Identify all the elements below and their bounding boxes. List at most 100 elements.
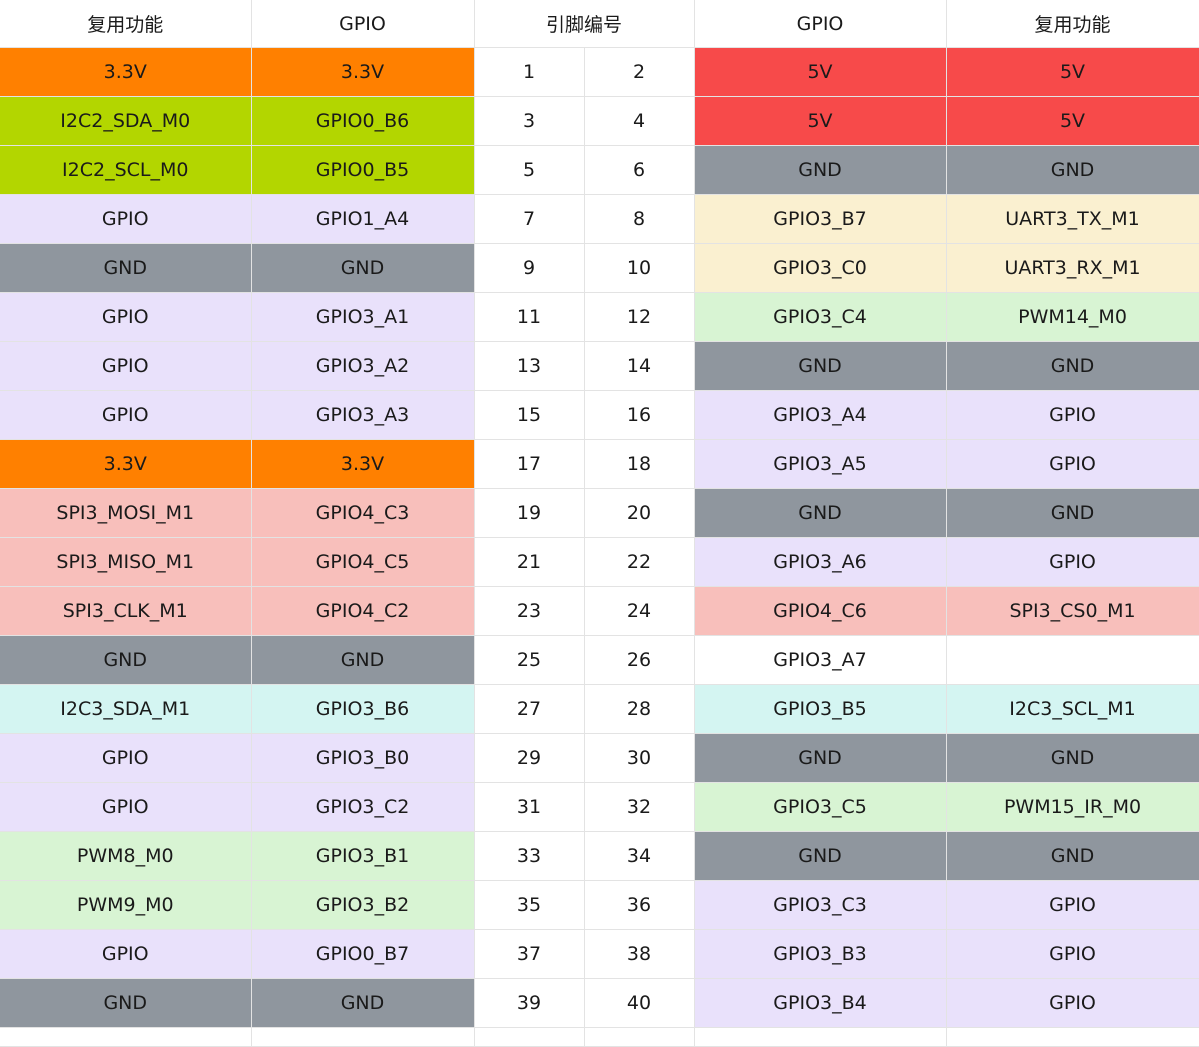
right-function-cell: GPIO — [946, 537, 1199, 587]
pin-even-cell: 24 — [584, 586, 695, 636]
right-gpio-cell: GND — [694, 488, 947, 538]
pin-row: SPI3_CLK_M1 GPIO4_C2 23 24 GPIO4_C6 SPI3_CS0_… — [0, 586, 1199, 636]
left-function-cell: GND — [0, 243, 252, 293]
left-function-cell: GPIO — [0, 782, 252, 832]
left-function-cell: SPI3_MOSI_M1 — [0, 488, 252, 538]
left-function-cell: GPIO — [0, 292, 252, 342]
right-function-cell: GPIO — [946, 929, 1199, 979]
pin-odd-cell: 7 — [474, 194, 585, 244]
left-gpio-cell: GPIO0_B5 — [251, 145, 475, 195]
pin-odd-cell: 1 — [474, 47, 585, 97]
right-function-cell: 5V — [946, 96, 1199, 146]
right-function-cell: I2C3_SCL_M1 — [946, 684, 1199, 734]
right-function-cell: GPIO — [946, 439, 1199, 489]
empty-cell — [474, 1027, 585, 1047]
left-function-cell: I2C2_SDA_M0 — [0, 96, 252, 146]
pin-row: I2C3_SDA_M1 GPIO3_B6 27 28 GPIO3_B5 I2C3_SCL_… — [0, 684, 1199, 734]
left-gpio-cell: GPIO3_B0 — [251, 733, 475, 783]
pin-even-cell: 14 — [584, 341, 695, 391]
right-gpio-cell: GPIO3_B7 — [694, 194, 947, 244]
header-right-function: 复用功能 — [946, 0, 1199, 48]
header-pin-number: 引脚编号 — [474, 0, 695, 48]
left-function-cell: PWM8_M0 — [0, 831, 252, 881]
pin-even-cell: 20 — [584, 488, 695, 538]
pin-odd-cell: 27 — [474, 684, 585, 734]
right-function-cell: 5V — [946, 47, 1199, 97]
pin-odd-cell: 21 — [474, 537, 585, 587]
right-gpio-cell: GPIO3_A5 — [694, 439, 947, 489]
right-gpio-cell: 5V — [694, 47, 947, 97]
right-function-cell: UART3_TX_M1 — [946, 194, 1199, 244]
pin-odd-cell: 23 — [474, 586, 585, 636]
left-gpio-cell: GPIO0_B7 — [251, 929, 475, 979]
pin-row: PWM8_M0 GPIO3_B1 33 34 GND GND — [0, 831, 1199, 881]
right-gpio-cell: GPIO3_B3 — [694, 929, 947, 979]
pin-even-cell: 18 — [584, 439, 695, 489]
right-gpio-cell: GPIO3_C5 — [694, 782, 947, 832]
pin-even-cell: 30 — [584, 733, 695, 783]
left-gpio-cell: GPIO3_B2 — [251, 880, 475, 930]
left-function-cell: PWM9_M0 — [0, 880, 252, 930]
right-gpio-cell: GND — [694, 831, 947, 881]
left-gpio-cell: 3.3V — [251, 439, 475, 489]
header-left-gpio: GPIO — [251, 0, 475, 48]
pin-odd-cell: 29 — [474, 733, 585, 783]
right-gpio-cell: GPIO4_C6 — [694, 586, 947, 636]
pin-even-cell: 22 — [584, 537, 695, 587]
pin-row: I2C2_SDA_M0 GPIO0_B6 3 4 5V 5V — [0, 96, 1199, 146]
header-row: 复用功能 GPIO 引脚编号 GPIO 复用功能 — [0, 0, 1199, 48]
left-function-cell: GPIO — [0, 733, 252, 783]
empty-cell — [946, 1027, 1199, 1047]
right-function-cell: GND — [946, 733, 1199, 783]
pin-even-cell: 36 — [584, 880, 695, 930]
pin-row: 3.3V 3.3V 1 2 5V 5V — [0, 47, 1199, 97]
right-function-cell: GND — [946, 341, 1199, 391]
pin-row: GPIO GPIO3_A2 13 14 GND GND — [0, 341, 1199, 391]
left-gpio-cell: GPIO3_B1 — [251, 831, 475, 881]
left-gpio-cell: GPIO0_B6 — [251, 96, 475, 146]
pin-row: GPIO GPIO1_A4 7 8 GPIO3_B7 UART3_TX_M1 — [0, 194, 1199, 244]
pin-row: GPIO GPIO3_C2 31 32 GPIO3_C5 PWM15_IR_M0 — [0, 782, 1199, 832]
left-function-cell: GND — [0, 635, 252, 685]
pin-odd-cell: 25 — [474, 635, 585, 685]
pin-row: GND GND 39 40 GPIO3_B4 GPIO — [0, 978, 1199, 1028]
right-function-cell: PWM14_M0 — [946, 292, 1199, 342]
left-gpio-cell: GPIO3_A1 — [251, 292, 475, 342]
pin-odd-cell: 11 — [474, 292, 585, 342]
right-function-cell: GPIO — [946, 390, 1199, 440]
pin-row: SPI3_MOSI_M1 GPIO4_C3 19 20 GND GND — [0, 488, 1199, 538]
pin-odd-cell: 19 — [474, 488, 585, 538]
empty-cell — [0, 1027, 252, 1047]
pin-even-cell: 16 — [584, 390, 695, 440]
pin-even-cell: 10 — [584, 243, 695, 293]
pin-row: 3.3V 3.3V 17 18 GPIO3_A5 GPIO — [0, 439, 1199, 489]
pin-odd-cell: 33 — [474, 831, 585, 881]
pin-row: GPIO GPIO0_B7 37 38 GPIO3_B3 GPIO — [0, 929, 1199, 979]
pin-row: GND GND 9 10 GPIO3_C0 UART3_RX_M1 — [0, 243, 1199, 293]
pin-odd-cell: 31 — [474, 782, 585, 832]
empty-row — [0, 1027, 1199, 1047]
left-function-cell: SPI3_CLK_M1 — [0, 586, 252, 636]
header-left-function: 复用功能 — [0, 0, 252, 48]
right-gpio-cell: GPIO3_B5 — [694, 684, 947, 734]
pin-odd-cell: 13 — [474, 341, 585, 391]
pin-even-cell: 2 — [584, 47, 695, 97]
pin-row: GPIO GPIO3_A3 15 16 GPIO3_A4 GPIO — [0, 390, 1199, 440]
left-gpio-cell: GPIO3_B6 — [251, 684, 475, 734]
pin-odd-cell: 15 — [474, 390, 585, 440]
right-gpio-cell: GPIO3_C0 — [694, 243, 947, 293]
left-function-cell: 3.3V — [0, 47, 252, 97]
pin-even-cell: 4 — [584, 96, 695, 146]
right-function-cell: GND — [946, 831, 1199, 881]
left-gpio-cell: GND — [251, 243, 475, 293]
right-gpio-cell: GND — [694, 341, 947, 391]
right-gpio-cell: GPIO3_A7 — [694, 635, 947, 685]
left-gpio-cell: GPIO4_C3 — [251, 488, 475, 538]
right-gpio-cell: GPIO3_C3 — [694, 880, 947, 930]
right-function-cell: GPIO — [946, 880, 1199, 930]
left-function-cell: GND — [0, 978, 252, 1028]
right-function-cell — [946, 635, 1199, 685]
left-gpio-cell: GPIO4_C2 — [251, 586, 475, 636]
pin-odd-cell: 3 — [474, 96, 585, 146]
